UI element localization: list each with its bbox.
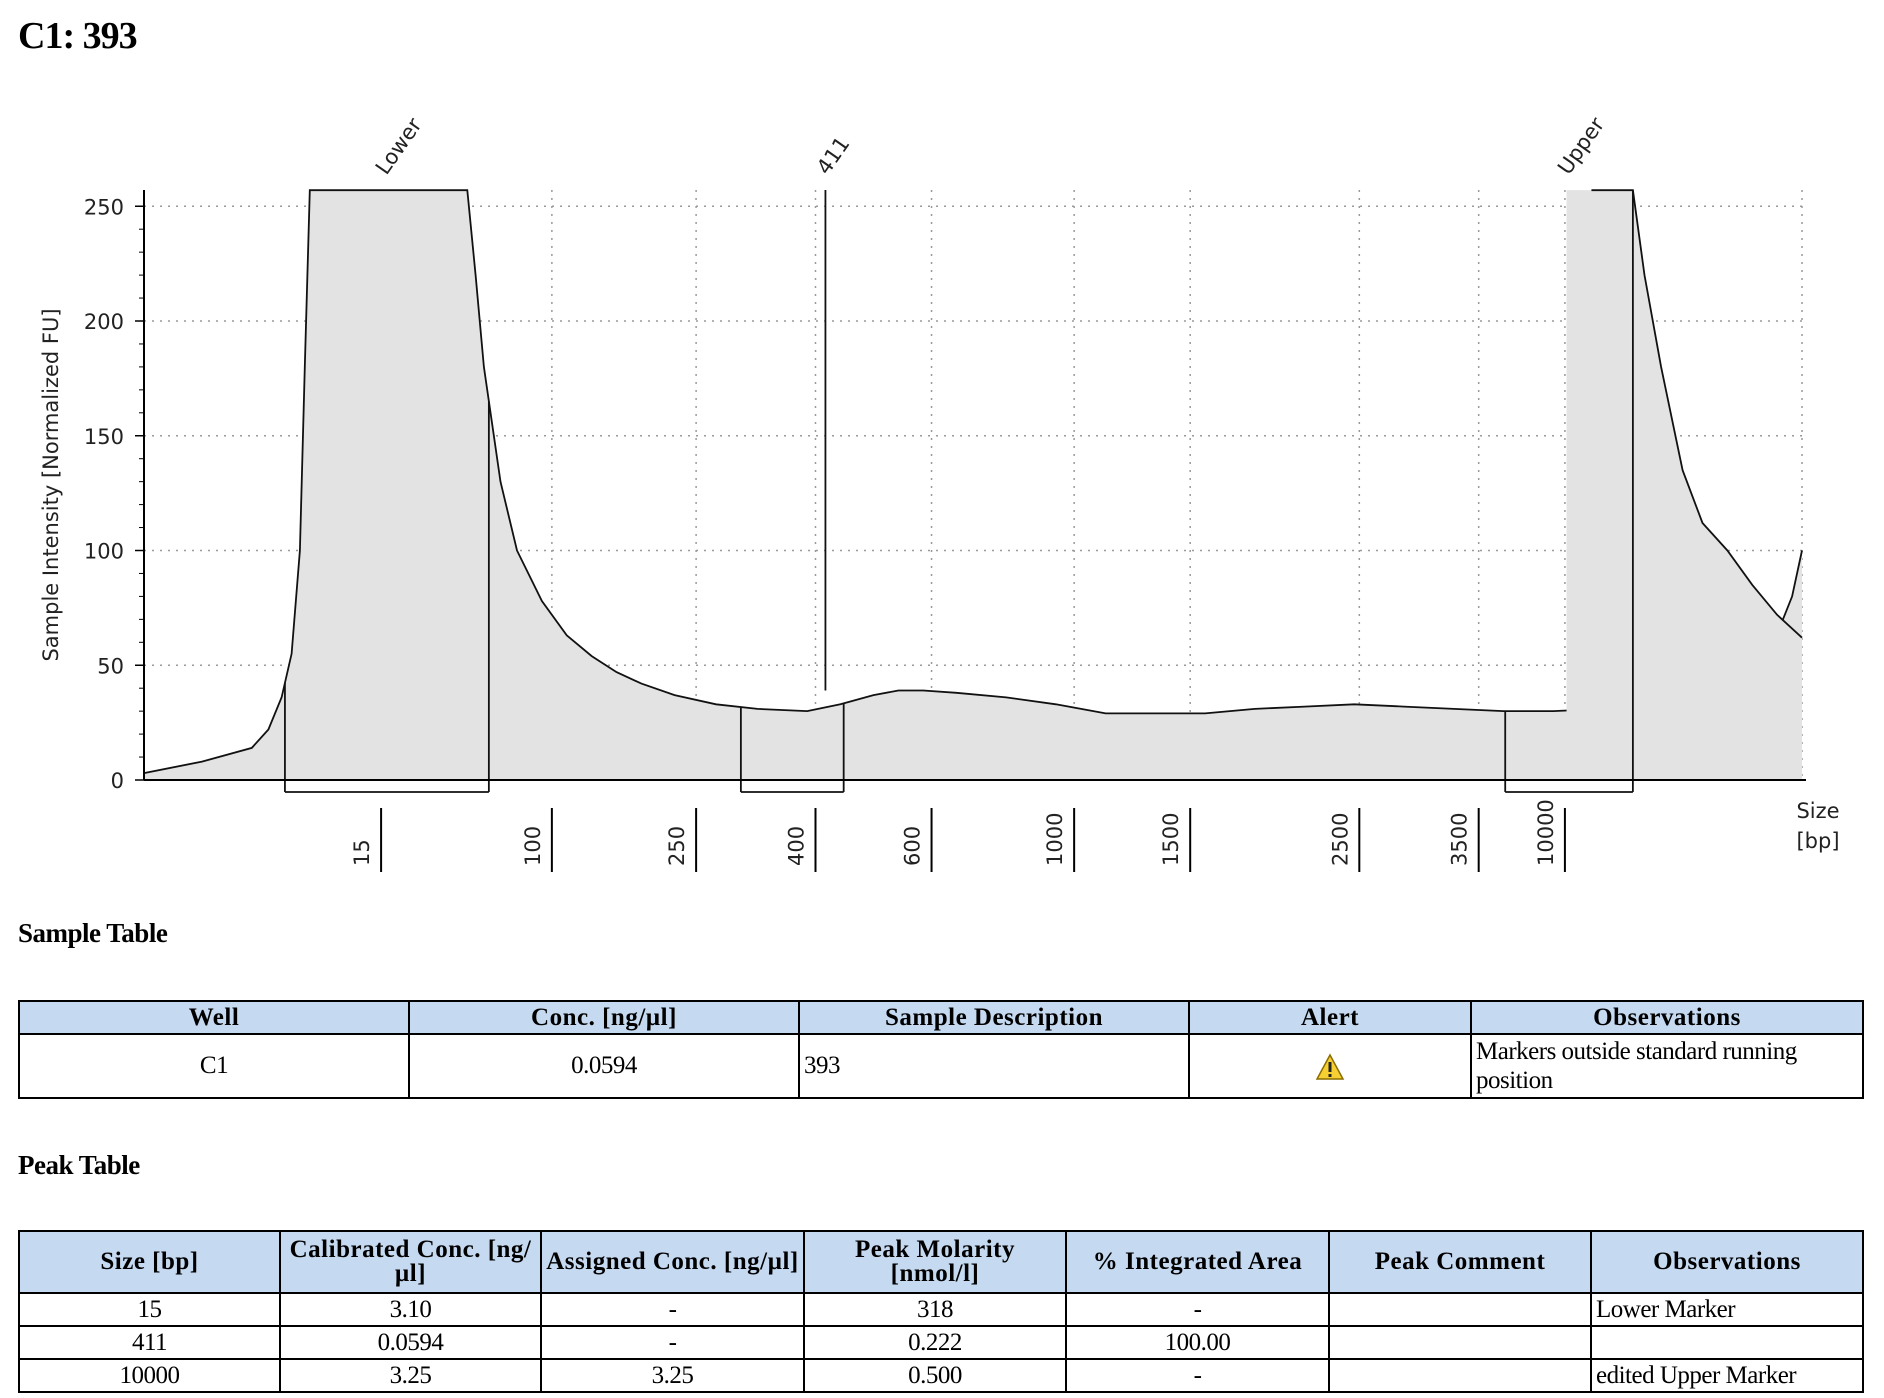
size-tick-label: 1500: [1159, 813, 1183, 866]
peak-assigned-conc: 3.25: [540, 1358, 805, 1393]
peak-col-comment: Peak Comment: [1328, 1230, 1592, 1294]
size-tick-label: 600: [901, 826, 925, 866]
size-tick-label: 400: [784, 826, 808, 866]
sample-table: Well Conc. [ng/µl] Sample Description Al…: [18, 1000, 1864, 1099]
peak-col-size: Size [bp]: [18, 1230, 281, 1294]
size-tick-label: 15: [350, 839, 374, 866]
peak-molarity: 0.222: [803, 1325, 1067, 1360]
trace-layer: [143, 189, 1803, 793]
peak-calibrated-conc: 3.10: [279, 1292, 542, 1327]
table-row: 15 3.10 - 318 - Lower Marker: [18, 1292, 1864, 1327]
peak-observations: [1590, 1325, 1864, 1360]
peak-label: Lower: [371, 113, 427, 179]
peak-label: Upper: [1553, 113, 1609, 179]
peak-assigned-conc: -: [540, 1292, 805, 1327]
sample-alert: [1188, 1033, 1472, 1099]
sample-col-conc: Conc. [ng/µl]: [408, 1000, 800, 1035]
size-tick-label: 2500: [1328, 813, 1352, 866]
y-tick-label: 100: [84, 540, 124, 564]
peak-integrated-area: -: [1065, 1292, 1330, 1327]
peak-observations: Lower Marker: [1590, 1292, 1864, 1327]
sample-description: 393: [798, 1033, 1190, 1099]
peak-table-heading: Peak Table: [18, 1150, 140, 1180]
peak-observations: edited Upper Marker: [1590, 1358, 1864, 1393]
y-tick-label: 250: [84, 195, 124, 219]
peak-table: Size [bp] Calibrated Conc. [ng/µl] Assig…: [18, 1230, 1864, 1393]
upper-marker-tail: [1591, 189, 1803, 639]
peak-size: 15: [18, 1292, 281, 1327]
sample-col-description: Sample Description: [798, 1000, 1190, 1035]
sample-table-header-row: Well Conc. [ng/µl] Sample Description Al…: [18, 1000, 1864, 1035]
peak-col-molarity: Peak Molarity [nmol/l]: [803, 1230, 1067, 1294]
peak-col-observations: Observations: [1590, 1230, 1864, 1294]
y-tick-label: 150: [84, 425, 124, 449]
warning-icon: [1315, 1053, 1345, 1080]
y-tick-label: 50: [97, 654, 124, 678]
peak-comment: [1328, 1292, 1592, 1327]
peak-integrated-area: -: [1065, 1358, 1330, 1393]
sample-col-alert: Alert: [1188, 1000, 1472, 1035]
x-axis-label: Size: [1796, 799, 1839, 823]
peak-calibrated-conc: 3.25: [279, 1358, 542, 1393]
sample-observations: Markers outside standard running positio…: [1470, 1033, 1864, 1099]
sample-well: C1: [18, 1033, 410, 1099]
upper-marker-area: [1566, 190, 1802, 780]
sample-col-observations: Observations: [1470, 1000, 1864, 1035]
size-tick-label: 3500: [1448, 813, 1472, 866]
table-row: C1 0.0594 393 Markers outside standard r…: [18, 1033, 1864, 1099]
peak-col-integrated-area: % Integrated Area: [1065, 1230, 1330, 1294]
peak-calibrated-conc: 0.0594: [279, 1325, 542, 1360]
peak-table-header-row: Size [bp] Calibrated Conc. [ng/µl] Assig…: [18, 1230, 1864, 1294]
table-row: 10000 3.25 3.25 0.500 - edited Upper Mar…: [18, 1358, 1864, 1393]
axis-layer: [135, 190, 1806, 872]
size-tick-label: 100: [521, 826, 545, 866]
peak-molarity: 0.500: [803, 1358, 1067, 1393]
electropherogram-chart: 0 50 100 150 200 250 Lower 411 Upper 15 100 250 400 6…: [39, 113, 1840, 872]
peak-col-assigned-conc: Assigned Conc. [ng/µl]: [540, 1230, 805, 1294]
peak-comment: [1328, 1358, 1592, 1393]
y-tick-label: 200: [84, 310, 124, 334]
page-title: C1: 393: [18, 15, 138, 57]
trace-area: [144, 190, 1802, 780]
peak-assigned-conc: -: [540, 1325, 805, 1360]
sample-col-well: Well: [18, 1000, 410, 1035]
peak-size: 10000: [18, 1358, 281, 1393]
sample-conc: 0.0594: [408, 1033, 800, 1099]
peak-col-calibrated-conc: Calibrated Conc. [ng/µl]: [279, 1230, 542, 1294]
peak-comment: [1328, 1325, 1592, 1360]
y-tick-label: 0: [111, 769, 124, 793]
y-axis-label: Sample Intensity [Normalized FU]: [39, 308, 63, 661]
peak-integrated-area: 100.00: [1065, 1325, 1330, 1360]
x-axis-label: [bp]: [1796, 829, 1839, 853]
size-tick-label: 10000: [1534, 799, 1558, 866]
size-tick-label: 250: [665, 826, 689, 866]
peak-molarity: 318: [803, 1292, 1067, 1327]
size-tick-label: 1000: [1043, 813, 1067, 866]
peak-size: 411: [18, 1325, 281, 1360]
peak-label: 411: [812, 132, 855, 179]
sample-table-heading: Sample Table: [18, 918, 168, 948]
table-row: 411 0.0594 - 0.222 100.00: [18, 1325, 1864, 1360]
